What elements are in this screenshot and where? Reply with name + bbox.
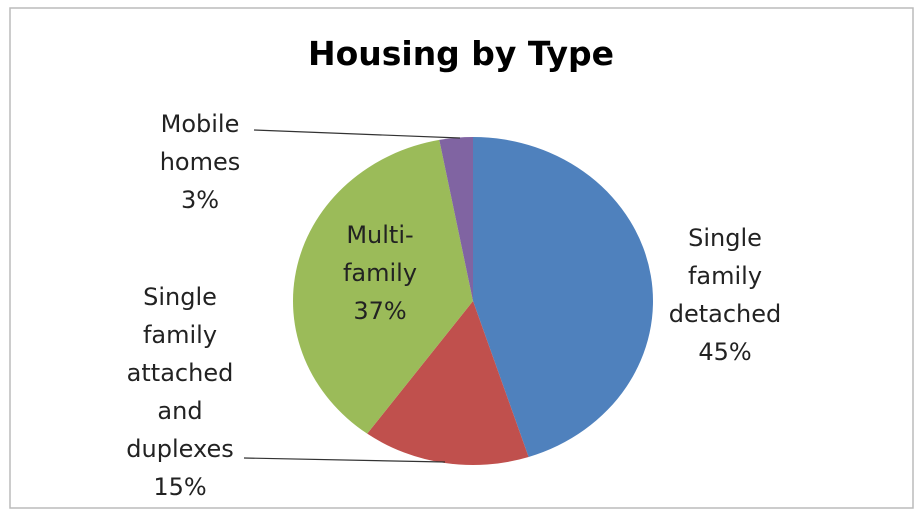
category-name: Mobile homes [159, 110, 241, 176]
slice-label: Single family attached and duplexes 15% [115, 278, 245, 506]
category-name: Single family attached and duplexes [126, 283, 234, 463]
pie-slice [293, 139, 473, 434]
value-label: 37% [353, 297, 407, 325]
value-label: 45% [698, 338, 752, 366]
chart-title: Housing by Type [307, 34, 615, 73]
value-label: 15% [153, 473, 207, 501]
slice-label: Multi-family 37% [325, 216, 435, 330]
value-label: 3% [180, 186, 220, 214]
slice-label: Mobile homes 3% [140, 105, 260, 219]
pie-slice [367, 301, 529, 465]
pie-slice [439, 137, 473, 301]
leader-line [253, 129, 461, 139]
pie [293, 137, 653, 465]
category-name: Single family detached [668, 224, 782, 328]
pie-slice [473, 137, 653, 457]
leader-line [243, 457, 446, 463]
category-name: Multi-family [342, 221, 418, 287]
slice-label: Single family detached 45% [660, 219, 790, 371]
